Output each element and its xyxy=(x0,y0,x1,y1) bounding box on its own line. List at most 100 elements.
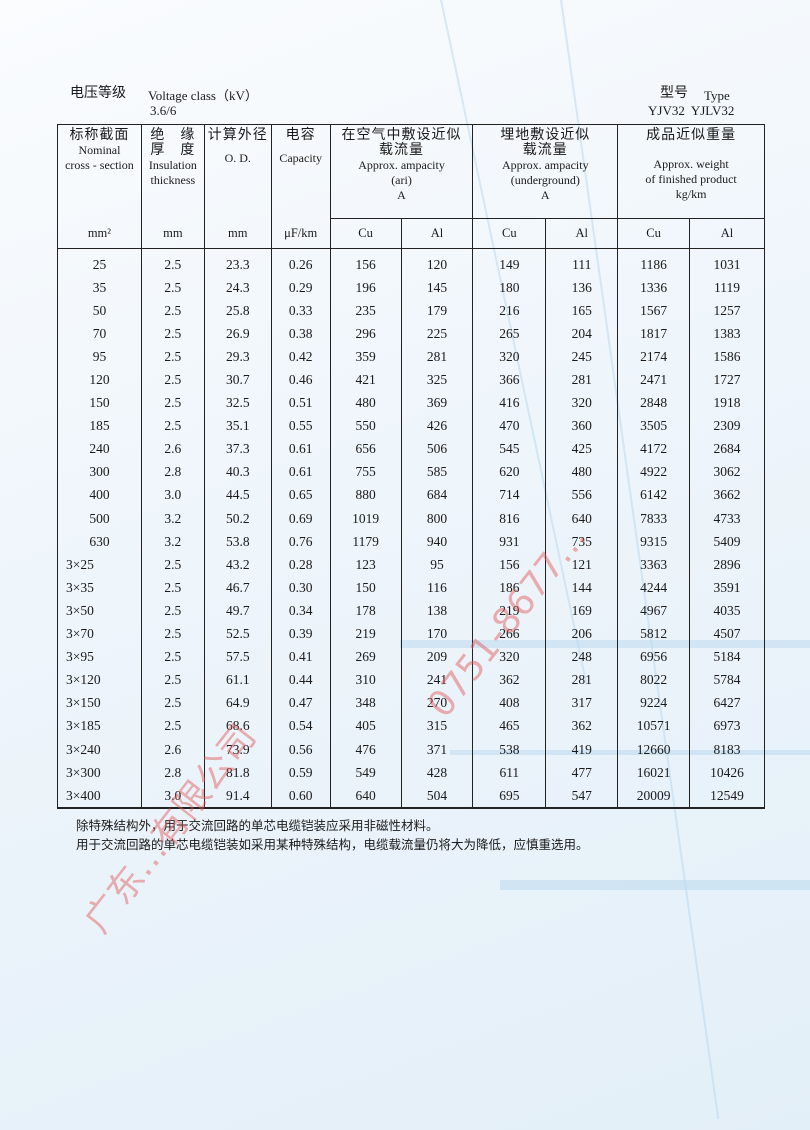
cell-capacity: 0.69 xyxy=(270,507,331,531)
cell-underground-al: 547 xyxy=(545,784,619,810)
cell-capacity: 0.76 xyxy=(270,530,331,554)
cell-capacity: 0.33 xyxy=(270,299,331,323)
cell-weight-al: 12549 xyxy=(689,784,765,810)
cell-underground-al: 360 xyxy=(545,414,619,438)
cell-weight-al: 6973 xyxy=(689,714,765,738)
table-row: 240 2.6 37.3 0.61 656 506 545 425 4172 2684 xyxy=(57,437,765,461)
cell-od: 73.9 xyxy=(203,737,272,762)
cell-air-cu: 196 xyxy=(329,276,402,300)
cell-od: 23.3 xyxy=(203,248,272,277)
cell-weight-cu: 4922 xyxy=(617,460,691,484)
cell-od: 43.2 xyxy=(203,553,272,577)
cell-cross-section: 3×400 xyxy=(57,784,142,810)
cell-cross-section: 630 xyxy=(57,530,142,554)
cell-underground-cu: 714 xyxy=(472,483,547,508)
cell-insulation: 2.5 xyxy=(140,691,205,715)
cell-air-al: 506 xyxy=(400,437,474,461)
table-row: 35 2.5 24.3 0.29 196 145 180 136 1336 1119 xyxy=(57,276,765,300)
cell-underground-cu: 366 xyxy=(472,368,547,392)
cell-insulation: 2.5 xyxy=(140,414,205,438)
cell-air-al: 428 xyxy=(400,761,474,785)
cell-insulation: 2.5 xyxy=(140,576,205,600)
sub-header-air-cu: Cu xyxy=(329,218,402,249)
table-row: 50 2.5 25.8 0.33 235 179 216 165 1567 1257 xyxy=(57,299,765,323)
cell-underground-al: 136 xyxy=(545,276,619,300)
sub-header-air-al: Al xyxy=(400,218,474,249)
cell-air-al: 270 xyxy=(400,691,474,715)
table-row: 3×70 2.5 52.5 0.39 219 170 266 206 5812 4507 xyxy=(57,622,765,646)
table-row: 3×300 2.8 81.8 0.59 549 428 611 477 16021 10426 xyxy=(57,761,765,785)
cell-underground-al: 477 xyxy=(545,761,619,785)
cell-weight-al: 2684 xyxy=(689,437,765,461)
voltage-value: 3.6/6 xyxy=(150,103,177,118)
cell-weight-cu: 1817 xyxy=(617,322,691,346)
table-body: 25 2.5 23.3 0.26 156 120 149 111 1186 1031 35 2.5 24… xyxy=(57,248,765,810)
unit-insulation: mm xyxy=(140,218,205,249)
table-row: 630 3.2 53.8 0.76 1179 940 931 735 9315 5409 xyxy=(57,530,765,554)
cell-cross-section: 25 xyxy=(57,248,142,277)
cell-cross-section: 3×150 xyxy=(57,691,142,715)
cell-weight-cu: 1567 xyxy=(617,299,691,323)
cell-capacity: 0.46 xyxy=(270,368,331,392)
voltage-label-zh: 电压等级 xyxy=(70,86,126,101)
cell-air-cu: 150 xyxy=(329,576,402,600)
cell-weight-cu: 5812 xyxy=(617,622,691,646)
cell-underground-al: 169 xyxy=(545,599,619,623)
cell-capacity: 0.61 xyxy=(270,460,331,484)
cell-weight-cu: 1186 xyxy=(617,248,691,277)
cell-weight-al: 2309 xyxy=(689,414,765,438)
cell-od: 52.5 xyxy=(203,622,272,646)
cell-capacity: 0.42 xyxy=(270,345,331,369)
sub-header-underground-al: Al xyxy=(545,218,619,249)
cell-underground-cu: 695 xyxy=(472,784,547,810)
cell-insulation: 2.8 xyxy=(140,761,205,785)
cell-air-al: 138 xyxy=(400,599,474,623)
column-header-od: 计算外径 O. D. xyxy=(203,124,272,219)
cell-insulation: 3.0 xyxy=(140,784,205,810)
cell-underground-cu: 149 xyxy=(472,248,547,277)
cell-air-cu: 640 xyxy=(329,784,402,810)
cell-underground-al: 165 xyxy=(545,299,619,323)
cell-capacity: 0.47 xyxy=(270,691,331,715)
cell-insulation: 2.6 xyxy=(140,437,205,461)
cell-underground-cu: 180 xyxy=(472,276,547,300)
cell-weight-al: 3062 xyxy=(689,460,765,484)
table-row: 95 2.5 29.3 0.42 359 281 320 245 2174 1586 xyxy=(57,345,765,369)
cell-underground-al: 419 xyxy=(545,737,619,762)
cell-weight-al: 3591 xyxy=(689,576,765,600)
cell-air-cu: 405 xyxy=(329,714,402,738)
cell-weight-al: 8183 xyxy=(689,737,765,762)
cell-air-cu: 656 xyxy=(329,437,402,461)
cell-air-cu: 359 xyxy=(329,345,402,369)
cell-od: 40.3 xyxy=(203,460,272,484)
cell-cross-section: 150 xyxy=(57,391,142,415)
background-decoration xyxy=(500,880,810,890)
cell-cross-section: 3×240 xyxy=(57,737,142,762)
cell-weight-al: 6427 xyxy=(689,691,765,715)
cell-air-al: 116 xyxy=(400,576,474,600)
cell-weight-al: 1586 xyxy=(689,345,765,369)
table-row: 3×95 2.5 57.5 0.41 269 209 320 248 6956 5184 xyxy=(57,645,765,669)
cell-air-al: 315 xyxy=(400,714,474,738)
cell-capacity: 0.65 xyxy=(270,483,331,508)
cell-cross-section: 3×35 xyxy=(57,576,142,600)
cell-underground-cu: 620 xyxy=(472,460,547,484)
cell-underground-cu: 408 xyxy=(472,691,547,715)
cell-weight-al: 1119 xyxy=(689,276,765,300)
column-header-insulation: 绝 缘 厚 度 Insulation thickness xyxy=(140,124,205,219)
sub-header-weight-cu: Cu xyxy=(617,218,691,249)
group-header-air-ampacity: 在空气中敷设近似 载流量 Approx. ampacity (ari) A xyxy=(329,124,474,219)
cell-underground-cu: 186 xyxy=(472,576,547,600)
cell-air-cu: 480 xyxy=(329,391,402,415)
cell-underground-cu: 362 xyxy=(472,668,547,692)
voltage-label-en: Voltage class（kV） xyxy=(148,88,258,103)
cell-weight-cu: 4967 xyxy=(617,599,691,623)
cell-insulation: 2.5 xyxy=(140,714,205,738)
cell-air-al: 800 xyxy=(400,507,474,531)
cell-od: 24.3 xyxy=(203,276,272,300)
cell-air-cu: 156 xyxy=(329,248,402,277)
cell-air-cu: 235 xyxy=(329,299,402,323)
cell-od: 81.8 xyxy=(203,761,272,785)
table-row: 25 2.5 23.3 0.26 156 120 149 111 1186 1031 xyxy=(57,248,765,277)
cell-air-cu: 1019 xyxy=(329,507,402,531)
